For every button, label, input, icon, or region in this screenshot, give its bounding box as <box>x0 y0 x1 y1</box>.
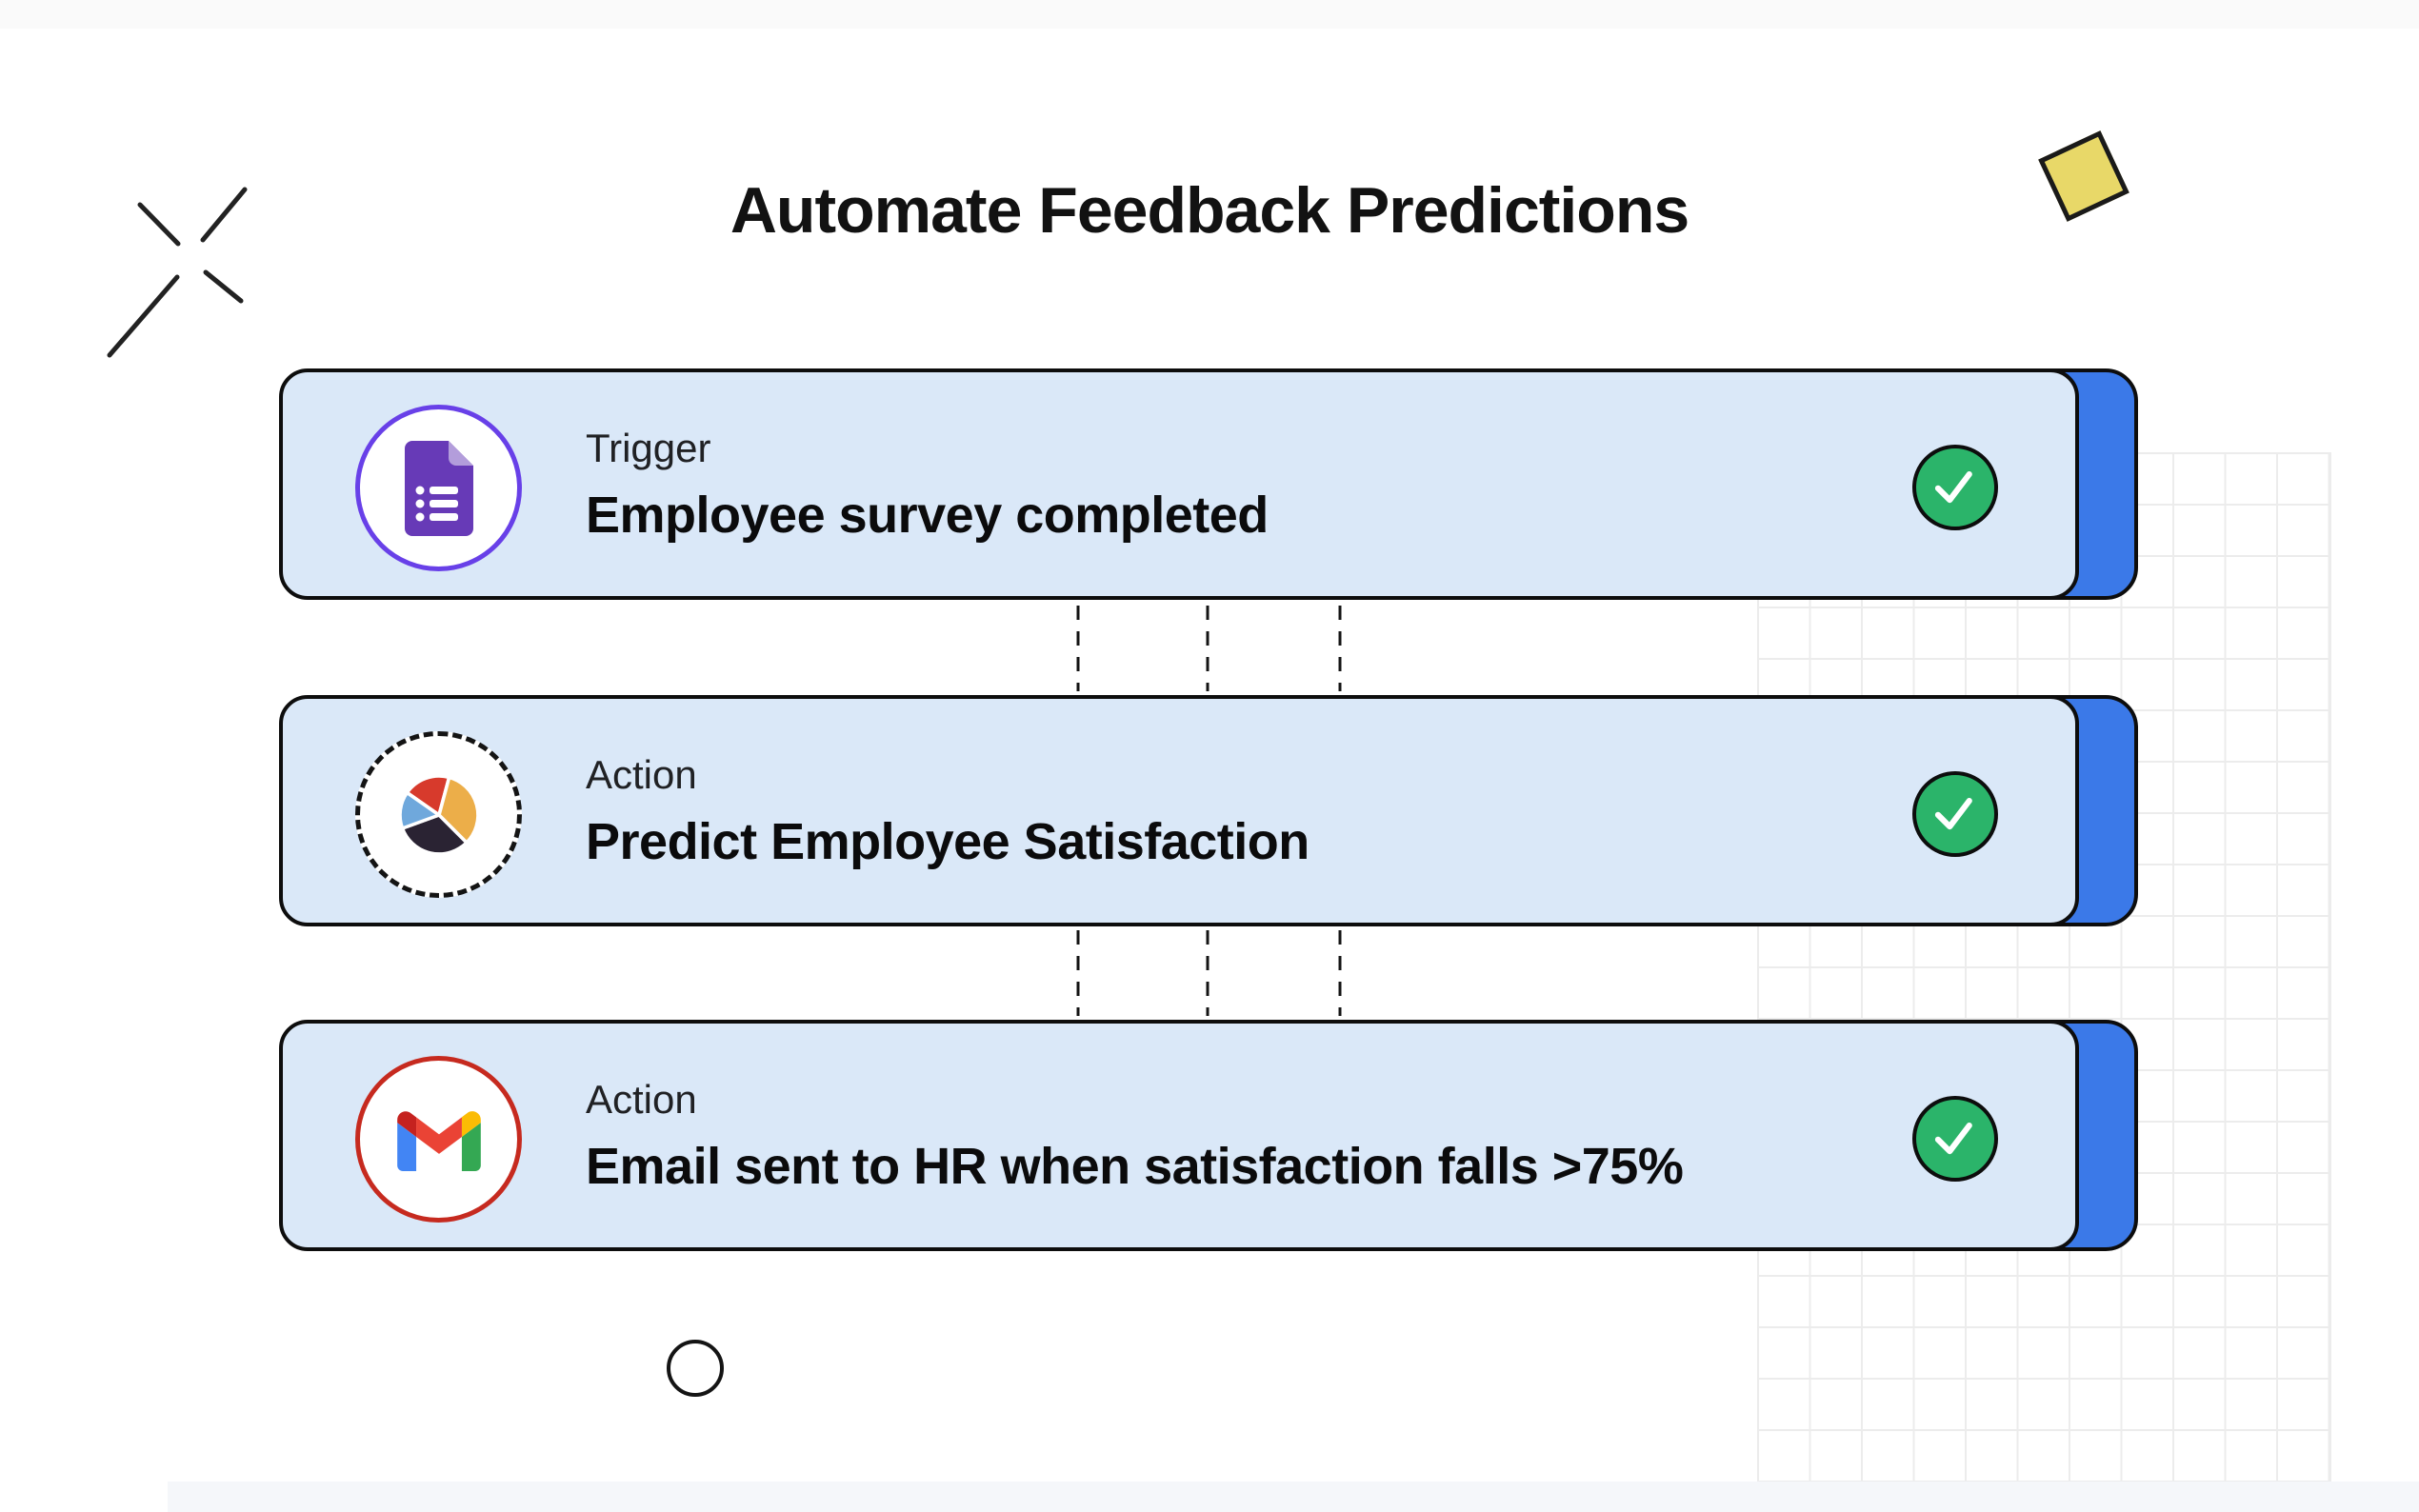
bottom-edge-band <box>168 1482 2419 1512</box>
card-body: Action Predict Employee Satisfaction <box>279 695 2079 926</box>
workflow-card-action-predict[interactable]: Action Predict Employee Satisfaction <box>279 695 2138 926</box>
circle-decoration <box>667 1340 724 1397</box>
workflow-card-trigger[interactable]: Trigger Employee survey completed <box>279 368 2138 600</box>
card-type-label: Action <box>586 751 697 797</box>
background-grid <box>1757 452 2331 1482</box>
google-forms-icon <box>355 405 522 571</box>
check-icon <box>1912 445 1998 530</box>
page-title: Automate Feedback Predictions <box>730 174 1689 247</box>
card-title: Predict Employee Satisfaction <box>586 812 1309 870</box>
card-title: Employee survey completed <box>586 486 1269 544</box>
card-body: Action Email sent to HR when satisfactio… <box>279 1020 2079 1251</box>
card-type-label: Trigger <box>586 425 711 470</box>
top-edge-band <box>0 0 2419 29</box>
card-type-label: Action <box>586 1076 697 1122</box>
check-icon <box>1912 1096 1998 1182</box>
card-body: Trigger Employee survey completed <box>279 368 2079 600</box>
gmail-icon <box>355 1056 522 1223</box>
check-icon <box>1912 771 1998 857</box>
workflow-card-action-email[interactable]: Action Email sent to HR when satisfactio… <box>279 1020 2138 1251</box>
card-title: Email sent to HR when satisfaction falls… <box>586 1137 1684 1195</box>
pie-chart-icon <box>355 731 522 898</box>
